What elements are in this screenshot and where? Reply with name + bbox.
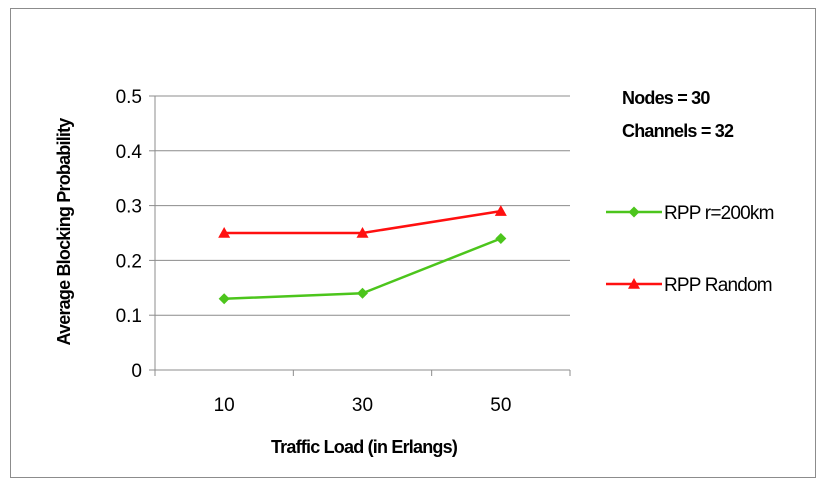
y-tick-labels: 0 0.1 0.2 0.3 0.4 0.5: [116, 87, 143, 382]
annotation-nodes: Nodes = 30: [622, 88, 710, 108]
y-tick-label: 0.4: [116, 142, 143, 163]
y-tick-label: 0.3: [116, 197, 142, 218]
data-point-triangle: [628, 278, 640, 289]
annotation-channels: Channels = 32: [622, 121, 734, 141]
data-point-triangle: [356, 227, 369, 238]
y-tick-label: 0.2: [116, 251, 142, 272]
legend-label: RPP Random: [664, 275, 772, 296]
legend: RPP r=200km RPP Random: [606, 203, 774, 296]
data-point-diamond: [357, 287, 368, 299]
data-point-triangle: [494, 205, 507, 216]
y-axis-title: Average Blocking Probability: [54, 118, 74, 346]
data-point-triangle: [218, 227, 231, 238]
y-tick-label: 0.5: [116, 87, 142, 108]
gridlines: [155, 95, 570, 316]
y-tick-label: 0.1: [116, 306, 142, 327]
x-tick-label: 50: [490, 395, 511, 416]
data-point-diamond: [628, 206, 640, 218]
x-tick-label: 30: [352, 395, 373, 416]
legend-label: RPP r=200km: [664, 203, 774, 224]
data-point-diamond: [495, 232, 507, 244]
axes: [149, 95, 571, 376]
series-lines: [218, 205, 507, 305]
y-tick-label: 0: [131, 361, 142, 382]
chart-frame: [10, 8, 816, 478]
data-point-diamond: [218, 293, 230, 305]
x-tick-label: 10: [214, 395, 235, 416]
x-axis-title: Traffic Load (in Erlangs): [271, 437, 458, 457]
x-tick-labels: 10 30 50: [214, 395, 512, 416]
